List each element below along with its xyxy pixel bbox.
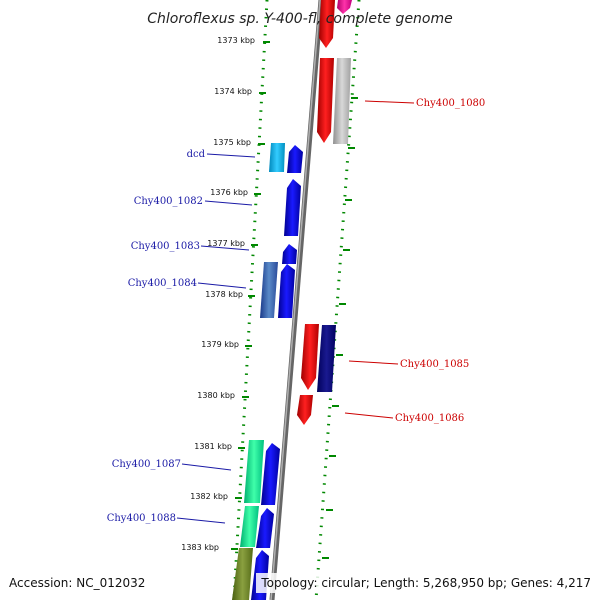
left-gene-labels: dcd Chy400_1082 Chy400_1083 Chy400_1084 …	[107, 149, 256, 524]
gene-feature-chy400-1082	[284, 179, 301, 236]
gene-feature-gray	[333, 58, 351, 144]
gene-feature-pink	[337, 0, 352, 14]
gene-label-chy400-1085: Chy400_1085	[400, 359, 469, 370]
gene-feature-chy400-1084	[260, 262, 278, 318]
gene-feature-chy400-1088	[240, 506, 259, 547]
gene-feature-blue	[261, 443, 280, 505]
gene-label-chy400-1086: Chy400_1086	[395, 413, 464, 424]
label-leader-line	[176, 517, 226, 524]
gene-label-chy400-1080: Chy400_1080	[416, 98, 485, 109]
gene-feature-chy400-1086	[297, 395, 313, 425]
tick-label: 1383 kbp	[181, 543, 219, 552]
gene-feature-chy400-1080	[317, 58, 334, 143]
reverse-strand-features	[297, 0, 352, 425]
label-leader-line	[364, 100, 415, 104]
label-leader-line	[200, 245, 250, 251]
label-leader-line	[348, 360, 399, 365]
label-leader-line	[344, 412, 394, 419]
accession-text: Accession: NC_012032	[9, 576, 145, 590]
tick-label: 1375 kbp	[213, 138, 251, 147]
forward-strand-features	[232, 143, 303, 600]
tick-label: 1376 kbp	[210, 188, 248, 197]
label-leader-line	[181, 463, 232, 471]
label-leader-line	[206, 153, 256, 158]
gene-label-chy400-1084: Chy400_1084	[128, 278, 197, 289]
gene-label-chy400-1083: Chy400_1083	[131, 241, 200, 252]
gene-label-dcd: dcd	[187, 149, 206, 160]
gene-label-chy400-1082: Chy400_1082	[134, 196, 203, 207]
tick-label: 1382 kbp	[190, 492, 228, 501]
gene-feature-olive	[232, 548, 253, 600]
footer-background	[256, 573, 596, 593]
scale-ticks: 1373 kbp 1374 kbp 1375 kbp 1376 kbp 1377…	[181, 36, 358, 559]
gene-feature-chy400-1085	[301, 324, 319, 390]
tick-label: 1378 kbp	[205, 290, 243, 299]
gene-feature-chy400-1087	[244, 440, 264, 503]
gene-feature-navy	[317, 325, 336, 392]
gene-label-chy400-1087: Chy400_1087	[112, 459, 181, 470]
gene-feature-red	[319, 0, 335, 48]
gene-feature-blue	[278, 264, 295, 318]
right-gene-labels: Chy400_1080 Chy400_1085 Chy400_1086	[344, 98, 485, 424]
summary-text: Topology: circular; Length: 5,268,950 bp…	[260, 576, 591, 590]
gene-feature-blue	[256, 508, 274, 548]
tick-label: 1377 kbp	[207, 239, 245, 248]
gene-feature-chy400-1083	[282, 244, 297, 264]
tick-label: 1380 kbp	[197, 391, 235, 400]
tick-label: 1381 kbp	[194, 442, 232, 451]
gene-feature-dcd	[269, 143, 285, 172]
label-leader-line	[204, 200, 253, 206]
tick-label: 1373 kbp	[217, 36, 255, 45]
genome-backbone	[269, 0, 324, 600]
gene-feature-blue	[287, 145, 303, 173]
footer: Accession: NC_012032 Topology: circular;…	[9, 573, 596, 593]
tick-label: 1379 kbp	[201, 340, 239, 349]
map-title: Chloroflexus sp. Y-400-fl, complete geno…	[147, 11, 453, 27]
gene-label-chy400-1088: Chy400_1088	[107, 513, 176, 524]
tick-label: 1374 kbp	[214, 87, 252, 96]
label-leader-line	[197, 282, 247, 289]
